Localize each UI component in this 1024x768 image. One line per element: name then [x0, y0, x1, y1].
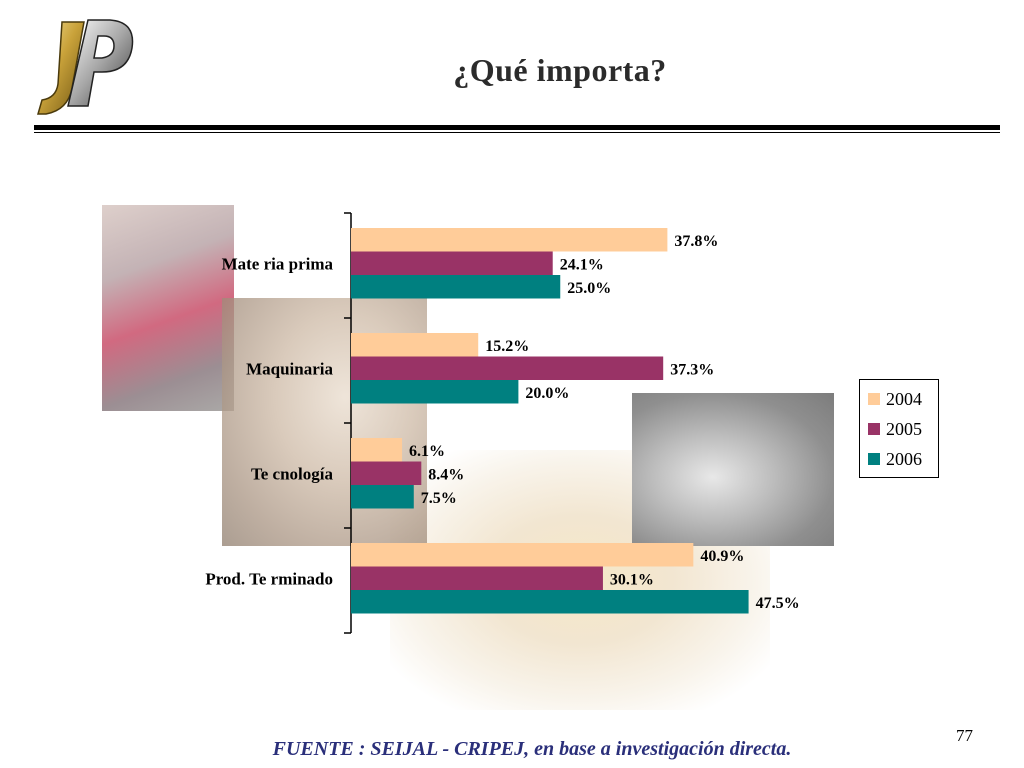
- title-rule-thin: [34, 132, 1000, 133]
- slide-title: ¿Qué importa?: [453, 52, 667, 88]
- legend-item-2006: 2006: [868, 444, 938, 474]
- bar-2006: [351, 380, 519, 404]
- bar-2004: [351, 228, 668, 252]
- bar-2006: [351, 485, 414, 509]
- legend-swatch-2006: [868, 453, 880, 465]
- bar-2005: [351, 251, 553, 275]
- data-label: 15.2%: [485, 338, 529, 355]
- data-label: 40.9%: [700, 548, 744, 565]
- legend-label-2004: 2004: [886, 388, 922, 409]
- legend-item-2004: 2004: [868, 384, 938, 414]
- data-label: 6.1%: [409, 443, 445, 460]
- legend-swatch-2004: [868, 393, 880, 405]
- title-rule-thick: [34, 125, 1000, 130]
- chart-legend: 2004 2005 2006: [859, 379, 939, 478]
- data-label: 30.1%: [610, 571, 654, 588]
- data-label: 24.1%: [560, 256, 604, 273]
- category-label: Mate ria prima: [222, 254, 334, 273]
- data-label: 25.0%: [567, 280, 611, 297]
- category-label: Maquinaria: [246, 359, 333, 378]
- legend-label-2005: 2005: [886, 418, 922, 439]
- legend-label-2006: 2006: [886, 448, 922, 469]
- bar-2006: [351, 275, 561, 299]
- bar-2004: [351, 333, 479, 357]
- data-label: 20.0%: [525, 385, 569, 402]
- bar-2005: [351, 566, 603, 590]
- data-label: 47.5%: [756, 595, 800, 612]
- jp-logo-icon: [37, 19, 134, 115]
- data-label: 37.8%: [674, 233, 718, 250]
- data-label: 37.3%: [670, 361, 714, 378]
- data-label: 8.4%: [428, 466, 464, 483]
- legend-swatch-2005: [868, 423, 880, 435]
- category-label: Te cnología: [251, 464, 334, 483]
- page-number: 77: [956, 726, 973, 745]
- legend-item-2005: 2005: [868, 414, 938, 444]
- bar-2004: [351, 543, 694, 567]
- bar-2006: [351, 590, 749, 614]
- bar-2005: [351, 356, 664, 380]
- category-label: Prod. Te rminado: [205, 569, 333, 588]
- gray-artwork-photo: [632, 393, 834, 546]
- girl-photo: [102, 205, 234, 411]
- bar-2005: [351, 461, 422, 485]
- data-label: 7.5%: [421, 490, 457, 507]
- source-footer: FUENTE : SEIJAL - CRIPEJ, en base a inve…: [272, 738, 792, 760]
- bar-2004: [351, 438, 403, 462]
